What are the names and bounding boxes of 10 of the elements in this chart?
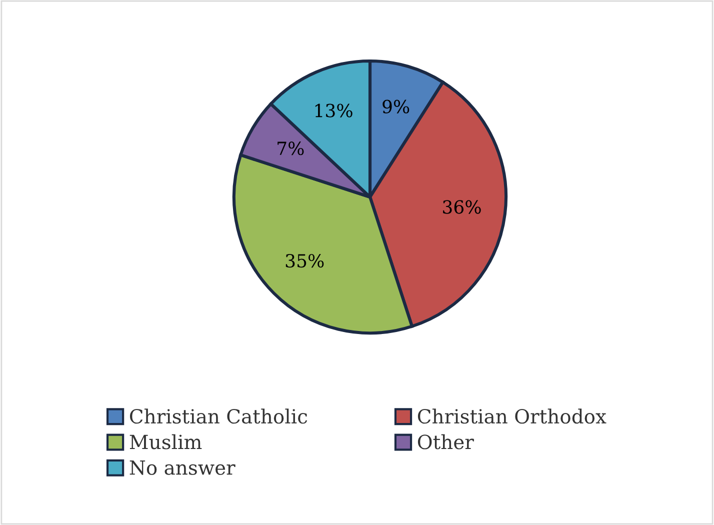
legend-label: Christian Orthodox (418, 408, 606, 424)
legend-label: Christian Catholic (130, 408, 308, 424)
data-label: 9% (382, 100, 410, 114)
legend-label: Other (418, 434, 474, 450)
data-label: 36% (443, 200, 481, 214)
data-label: 35% (286, 254, 324, 268)
data-label: 13% (315, 104, 352, 118)
data-label: 7% (278, 142, 304, 156)
legend-label: Muslim (130, 434, 202, 450)
legend-label: No answer (130, 460, 236, 475)
